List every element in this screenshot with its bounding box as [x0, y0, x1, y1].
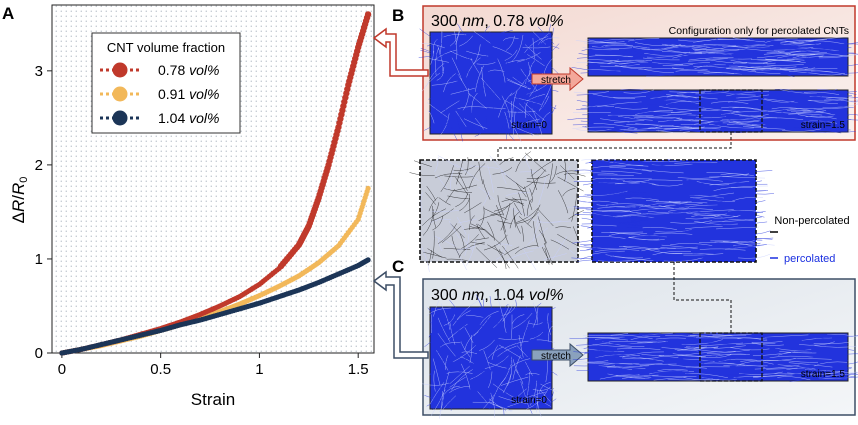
config-note: Configuration only for percolated CNTs	[669, 25, 849, 37]
zoom-connector-c	[673, 262, 732, 333]
panel-c-zoom-box	[699, 332, 763, 382]
panel-a-letter: A	[2, 4, 14, 23]
x-axis-title: Strain	[191, 390, 235, 409]
data-point	[365, 185, 371, 192]
y-tick-label: 3	[35, 63, 43, 80]
data-point	[365, 257, 371, 263]
legend-entry: 0.91 vol%	[158, 86, 220, 102]
network-legend: Non-percolated percolated	[770, 215, 850, 265]
series-1.04	[59, 257, 371, 356]
y-tick-label: 2	[35, 157, 43, 174]
x-tick-label: 0.5	[150, 361, 171, 378]
panel-c-stretch-label: stretch	[541, 351, 571, 362]
panel-b-letter: B	[392, 6, 404, 25]
chart-area: 0 0.5 1 1.5 0 1 2 3 Strain ΔR/R0 CNT volume fr…	[9, 4, 375, 409]
panel-b-title: 300 nm, 0.78 vol%	[431, 13, 564, 30]
percolated-label: percolated	[784, 253, 835, 265]
legend-entry: 0.78 vol%	[158, 62, 220, 78]
chart-legend: CNT volume fraction 0.78 vol% 0.91 vol% 1.…	[91, 32, 241, 134]
panel-c-callout-arrow	[372, 270, 429, 359]
series-layer	[59, 11, 372, 356]
cnt-network-netC1	[569, 332, 858, 382]
panel-b-stretch-arrow	[531, 66, 584, 92]
svg-text:Non-percolated: Non-percolated	[774, 215, 849, 227]
y-tick-label: 1	[35, 251, 43, 268]
legend-marker	[112, 86, 128, 102]
legend-title: CNT volume fraction	[107, 40, 225, 55]
panel-b-strain-initial: strain=0	[511, 120, 547, 131]
non-percolated-label: Non-percolated	[774, 215, 849, 227]
panel-b-stretch-label: stretch	[541, 75, 571, 86]
x-tick-label: 1.5	[348, 361, 369, 378]
cnt-network-netC0	[422, 294, 559, 419]
data-point	[364, 11, 372, 18]
cnt-network-zoomA	[409, 151, 586, 273]
legend-entry: 1.04 vol%	[158, 110, 220, 126]
panel-c-letter: C	[392, 257, 404, 276]
panel-c-strain-initial: strain=0	[511, 395, 547, 406]
panel-c-strain-final: strain=1.5	[801, 369, 846, 380]
x-axis: 0 0.5 1 1.5	[58, 353, 369, 378]
y-axis: 0 1 2 3	[35, 63, 52, 362]
legend-marker	[112, 62, 128, 78]
panel-c-stretch-arrow	[531, 342, 584, 368]
panel-b-strain-final: strain=1.5	[801, 120, 846, 131]
cnt-network-netB1	[571, 36, 858, 78]
y-axis-title: ΔR/R0	[9, 177, 30, 224]
legend-marker	[112, 110, 128, 126]
x-tick-label: 1	[255, 361, 263, 378]
y-tick-label: 0	[35, 345, 43, 362]
cnt-network-zoomB	[571, 159, 775, 262]
x-tick-label: 0	[58, 361, 66, 378]
panel-b-callout-arrow	[372, 27, 429, 77]
zoom-connector-b	[497, 132, 732, 160]
